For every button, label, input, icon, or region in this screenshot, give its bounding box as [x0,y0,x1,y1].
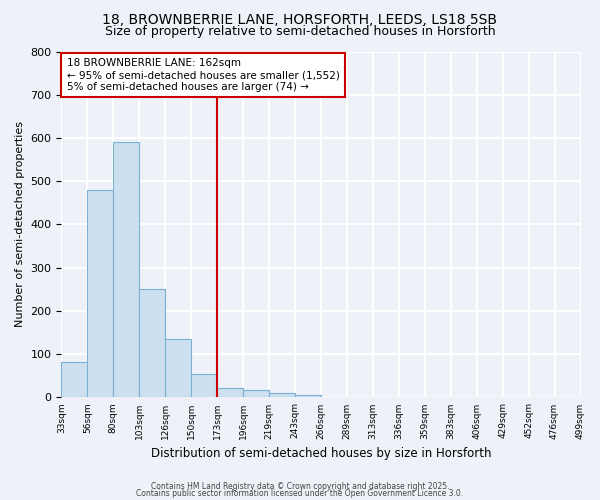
Text: 18, BROWNBERRIE LANE, HORSFORTH, LEEDS, LS18 5SB: 18, BROWNBERRIE LANE, HORSFORTH, LEEDS, … [103,12,497,26]
Bar [191,374,217,398]
Text: Contains HM Land Registry data © Crown copyright and database right 2025.: Contains HM Land Registry data © Crown c… [151,482,449,491]
Bar [295,396,321,398]
Bar [321,396,347,398]
Text: 18 BROWNBERRIE LANE: 162sqm
← 95% of semi-detached houses are smaller (1,552)
5%: 18 BROWNBERRIE LANE: 162sqm ← 95% of sem… [67,58,340,92]
Text: Contains public sector information licensed under the Open Government Licence 3.: Contains public sector information licen… [136,489,464,498]
Bar [243,390,269,398]
X-axis label: Distribution of semi-detached houses by size in Horsforth: Distribution of semi-detached houses by … [151,447,491,460]
Bar [88,190,113,398]
Text: Size of property relative to semi-detached houses in Horsforth: Size of property relative to semi-detach… [104,25,496,38]
Bar [217,388,243,398]
Bar [269,393,295,398]
Bar [61,362,88,398]
Bar [165,339,191,398]
Bar [113,142,139,398]
Bar [139,290,165,398]
Y-axis label: Number of semi-detached properties: Number of semi-detached properties [15,122,25,328]
